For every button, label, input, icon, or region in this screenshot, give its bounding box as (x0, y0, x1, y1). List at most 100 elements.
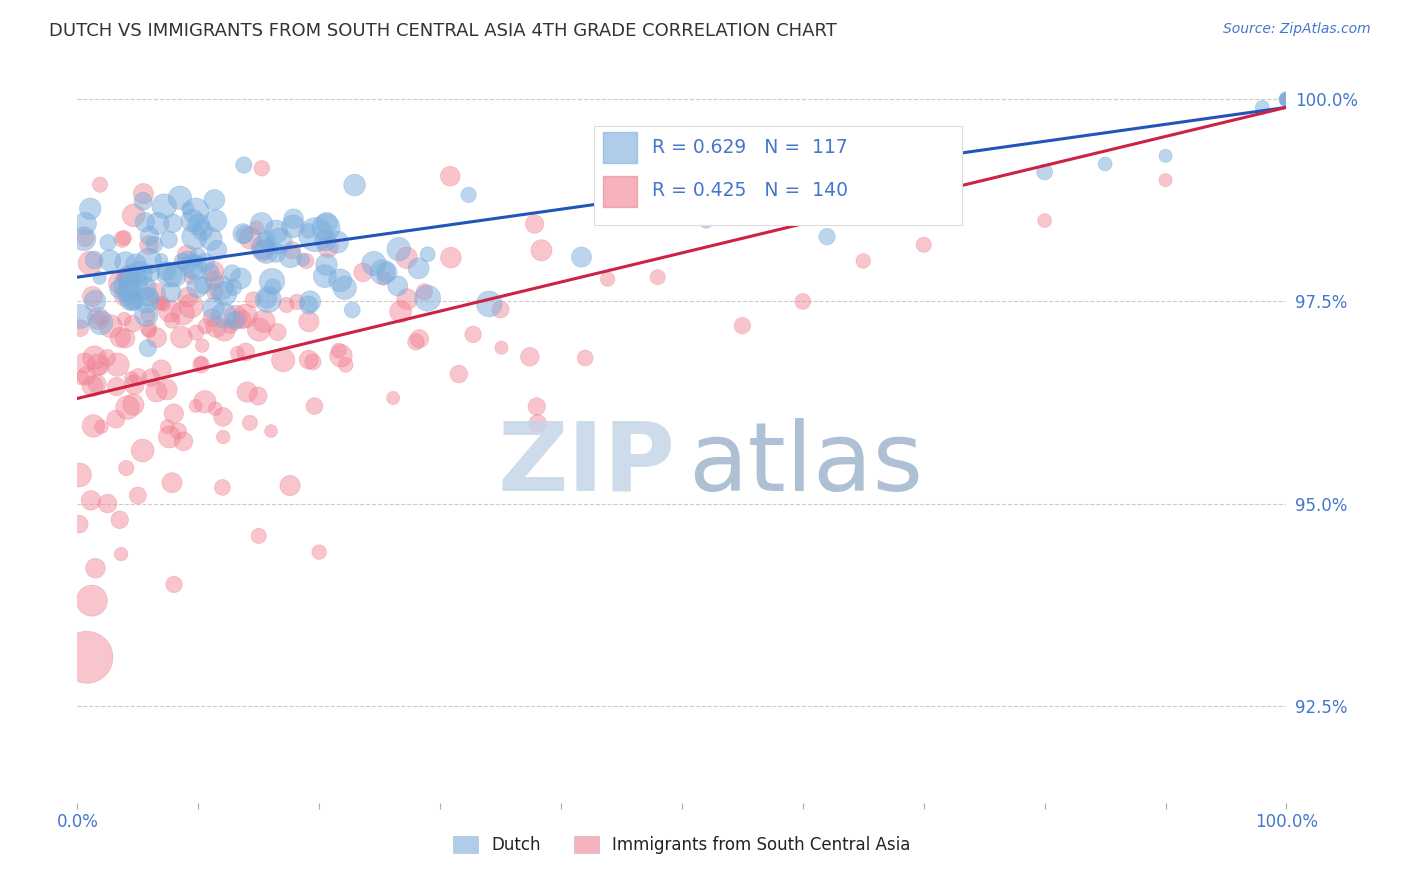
Point (184, 326, 207, 340)
Point (132, 194, 155, 209)
Point (489, 302, 512, 317)
Point (89, 270, 111, 285)
Point (129, 269, 152, 284)
Point (1275, 92, 1298, 106)
Point (180, 299, 202, 313)
Point (222, 280, 245, 294)
Point (229, 271, 252, 285)
Point (138, 321, 160, 335)
Point (145, 330, 167, 344)
Point (73, 232, 96, 246)
Point (571, 250, 593, 264)
Point (264, 245, 287, 260)
Point (114, 288, 136, 302)
Point (1275, 92, 1298, 106)
Point (211, 480, 233, 494)
Point (281, 219, 304, 234)
Point (304, 227, 326, 242)
Point (156, 383, 179, 397)
Point (239, 416, 262, 430)
Point (647, 270, 669, 285)
Point (1033, 165, 1056, 179)
Point (519, 350, 541, 364)
Point (440, 251, 463, 265)
Point (212, 430, 235, 444)
Point (181, 213, 204, 227)
Point (172, 306, 194, 320)
Point (89, 311, 111, 326)
Point (69, 310, 91, 324)
Point (75, 217, 97, 231)
Point (299, 294, 322, 309)
Point (413, 285, 436, 299)
Point (375, 265, 398, 279)
Point (167, 424, 190, 438)
Point (157, 233, 180, 247)
Point (96, 351, 118, 365)
Point (292, 252, 315, 267)
Point (114, 276, 136, 290)
Point (252, 240, 274, 254)
Point (205, 320, 228, 334)
Point (298, 352, 321, 367)
FancyBboxPatch shape (603, 132, 637, 163)
Point (110, 330, 132, 344)
Point (104, 412, 127, 426)
Point (373, 271, 395, 285)
Point (121, 317, 143, 331)
Point (219, 319, 242, 334)
Point (87, 358, 110, 372)
Point (125, 277, 148, 291)
Point (90, 316, 112, 330)
Point (852, 254, 875, 268)
Point (333, 281, 356, 295)
Point (69, 467, 91, 482)
Point (278, 478, 301, 492)
Point (205, 243, 228, 257)
Point (405, 334, 427, 349)
Point (252, 244, 274, 258)
Point (1154, 173, 1177, 187)
Point (202, 301, 225, 316)
Point (314, 269, 336, 284)
Point (169, 191, 191, 205)
Point (84, 294, 107, 309)
Point (153, 199, 176, 213)
Point (150, 362, 173, 376)
Point (225, 310, 247, 324)
Text: DUTCH VS IMMIGRANTS FROM SOUTH CENTRAL ASIA 4TH GRADE CORRELATION CHART: DUTCH VS IMMIGRANTS FROM SOUTH CENTRAL A… (49, 22, 837, 40)
Point (695, 169, 717, 183)
Point (388, 242, 411, 256)
Point (328, 343, 350, 358)
Point (191, 338, 214, 352)
Point (112, 231, 135, 245)
Point (526, 416, 548, 430)
Point (138, 324, 160, 338)
Point (352, 265, 374, 279)
Point (231, 312, 253, 326)
Point (184, 260, 207, 275)
Point (363, 256, 385, 270)
Point (118, 284, 141, 298)
Point (253, 314, 276, 328)
Point (1094, 157, 1116, 171)
Point (100, 319, 122, 334)
Point (523, 217, 546, 231)
Point (395, 251, 418, 265)
Point (316, 240, 339, 254)
Point (76, 650, 98, 665)
Point (89, 178, 111, 192)
Point (200, 232, 222, 246)
Point (98, 253, 121, 268)
Point (80, 593, 103, 607)
Point (1251, 100, 1274, 114)
Point (177, 202, 200, 216)
Point (132, 186, 155, 201)
Point (120, 371, 142, 385)
Point (439, 169, 461, 184)
Point (177, 290, 200, 304)
Point (191, 223, 214, 237)
Point (176, 247, 198, 261)
Point (73, 356, 96, 370)
Point (136, 308, 159, 322)
